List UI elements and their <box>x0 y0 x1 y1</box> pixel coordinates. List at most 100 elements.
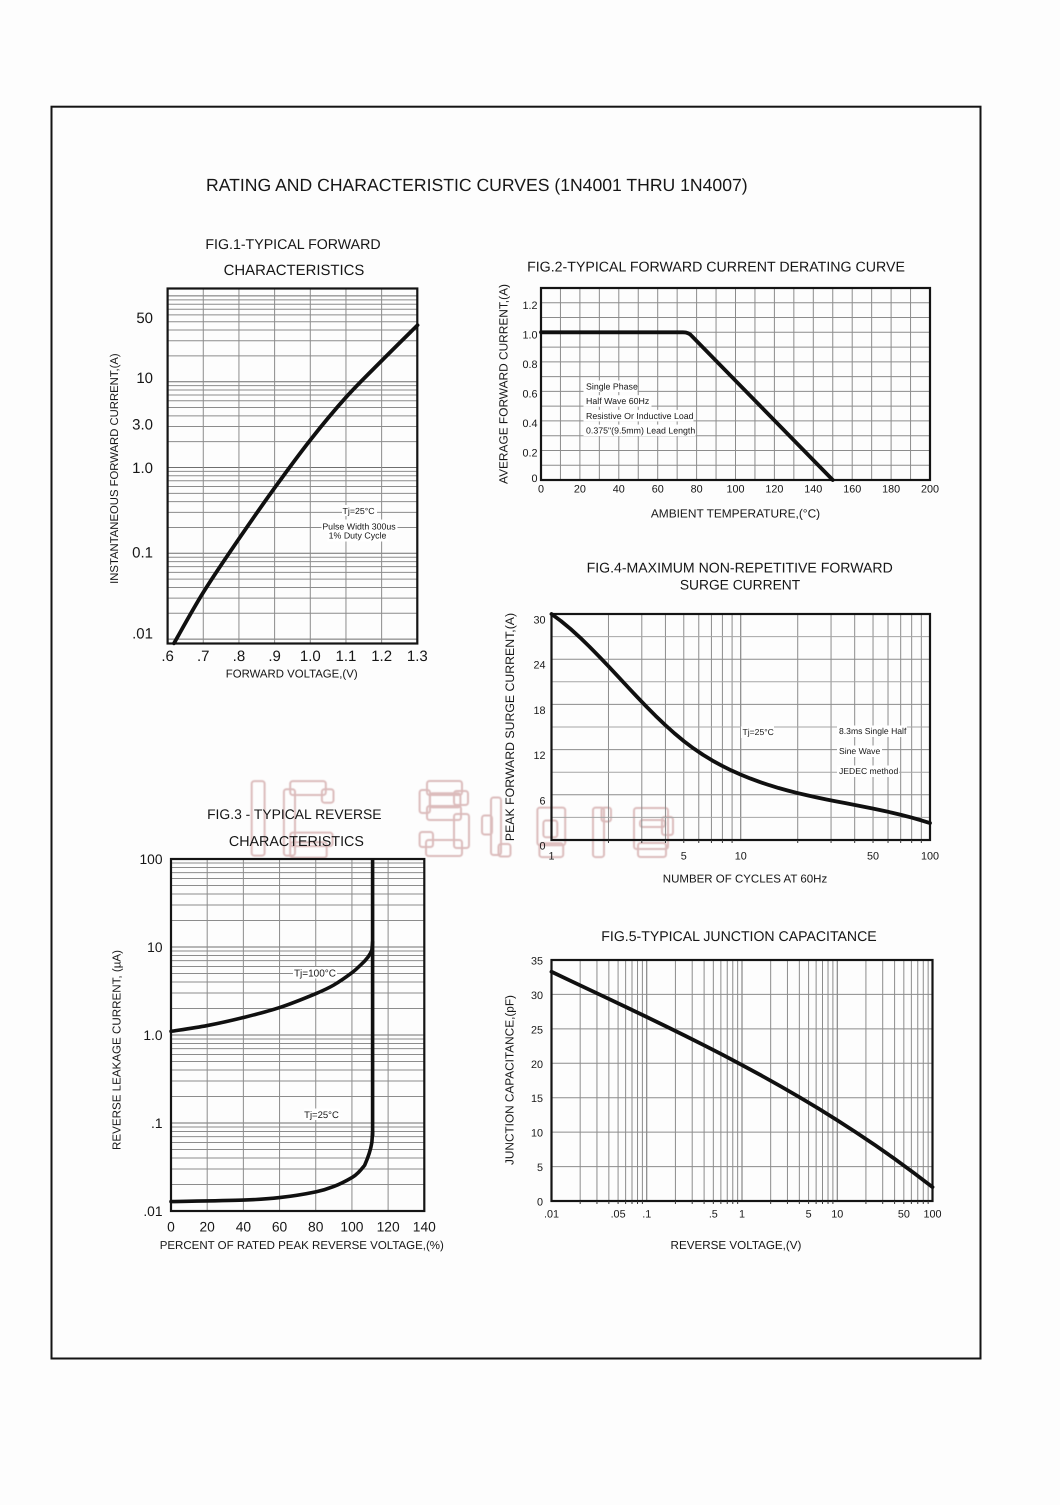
svg-text:0.4: 0.4 <box>522 418 537 430</box>
svg-text:50: 50 <box>898 1208 910 1220</box>
svg-text:1.2: 1.2 <box>522 300 537 312</box>
svg-text:5: 5 <box>806 1208 812 1220</box>
svg-text:100: 100 <box>726 483 744 495</box>
svg-text:0: 0 <box>167 1219 175 1234</box>
svg-text:35: 35 <box>531 956 543 968</box>
svg-text:50: 50 <box>867 850 879 862</box>
svg-text:Half Wave 60Hz: Half Wave 60Hz <box>586 396 649 406</box>
svg-text:40: 40 <box>613 483 625 495</box>
svg-text:140: 140 <box>413 1219 436 1234</box>
svg-text:10: 10 <box>735 850 747 862</box>
svg-text:.6: .6 <box>161 648 174 665</box>
svg-text:12: 12 <box>533 750 545 762</box>
svg-text:50: 50 <box>136 310 153 327</box>
svg-text:140: 140 <box>804 483 822 495</box>
svg-text:20: 20 <box>574 483 586 495</box>
svg-text:.01: .01 <box>544 1208 559 1220</box>
svg-text:1: 1 <box>548 850 554 862</box>
svg-text:3.0: 3.0 <box>132 417 153 434</box>
svg-text:100: 100 <box>923 1208 941 1220</box>
svg-text:10: 10 <box>147 940 163 955</box>
svg-text:0: 0 <box>537 1197 543 1209</box>
svg-text:0: 0 <box>531 473 537 485</box>
svg-text:0.1: 0.1 <box>132 545 153 562</box>
svg-text:0.375"(9.5mm) Lead Length: 0.375"(9.5mm) Lead Length <box>586 426 695 436</box>
svg-text:8.3ms Single Half: 8.3ms Single Half <box>839 726 907 736</box>
svg-text:CHARACTERISTICS: CHARACTERISTICS <box>224 263 365 279</box>
svg-text:Tj=25°C: Tj=25°C <box>304 1110 339 1121</box>
svg-text:10: 10 <box>531 1128 543 1140</box>
svg-text:20: 20 <box>531 1059 543 1071</box>
svg-text:SURGE CURRENT: SURGE CURRENT <box>680 578 801 593</box>
svg-text:.9: .9 <box>268 648 281 665</box>
svg-text:100: 100 <box>340 1219 363 1234</box>
svg-text:RATING AND CHARACTERISTIC CURV: RATING AND CHARACTERISTIC CURVES (1N4001… <box>206 175 748 195</box>
svg-text:60: 60 <box>652 483 664 495</box>
svg-text:.01: .01 <box>132 626 153 643</box>
svg-text:180: 180 <box>882 483 900 495</box>
svg-text:INSTANTANEOUS FORWARD CURRENT,: INSTANTANEOUS FORWARD CURRENT,(A) <box>109 353 121 584</box>
svg-text:0.2: 0.2 <box>522 448 537 460</box>
svg-text:.8: .8 <box>233 648 246 665</box>
svg-text:JUNCTION CAPACITANCE,(pF): JUNCTION CAPACITANCE,(pF) <box>503 995 517 1165</box>
svg-text:Tj=25°C: Tj=25°C <box>743 727 774 737</box>
svg-text:6: 6 <box>539 795 545 807</box>
svg-text:160: 160 <box>843 483 861 495</box>
svg-text:0: 0 <box>539 841 545 853</box>
svg-text:24: 24 <box>533 660 545 672</box>
svg-text:AMBIENT TEMPERATURE,(°C): AMBIENT TEMPERATURE,(°C) <box>651 507 820 521</box>
svg-text:.5: .5 <box>709 1208 718 1220</box>
svg-text:PEAK FORWARD SURGE CURRENT,(A): PEAK FORWARD SURGE CURRENT,(A) <box>503 613 517 841</box>
svg-text:FIG.3 - TYPICAL REVERSE: FIG.3 - TYPICAL REVERSE <box>207 806 381 822</box>
svg-text:1% Duty Cycle: 1% Duty Cycle <box>329 531 387 541</box>
svg-text:1.2: 1.2 <box>371 648 392 665</box>
svg-text:Tj=100°C: Tj=100°C <box>294 968 336 979</box>
svg-text:80: 80 <box>308 1219 324 1234</box>
svg-text:10: 10 <box>136 370 153 387</box>
svg-text:80: 80 <box>691 483 703 495</box>
svg-text:5: 5 <box>537 1162 543 1174</box>
svg-text:.05: .05 <box>611 1208 626 1220</box>
svg-text:1.0: 1.0 <box>132 460 153 477</box>
svg-text:18: 18 <box>533 705 545 717</box>
svg-text:AVERAGE FORWARD CURRENT,(A): AVERAGE FORWARD CURRENT,(A) <box>497 284 511 484</box>
svg-text:CHARACTERISTICS: CHARACTERISTICS <box>229 834 364 850</box>
svg-text:Sine Wave: Sine Wave <box>839 746 880 756</box>
svg-text:.7: .7 <box>197 648 210 665</box>
svg-text:40: 40 <box>236 1219 252 1234</box>
svg-text:FIG.2-TYPICAL FORWARD CURRENT: FIG.2-TYPICAL FORWARD CURRENT DERATING C… <box>527 260 905 276</box>
svg-text:60: 60 <box>272 1219 288 1234</box>
svg-text:Tj=25°C: Tj=25°C <box>343 506 376 516</box>
svg-text:.01: .01 <box>143 1204 162 1219</box>
svg-text:30: 30 <box>531 990 543 1002</box>
svg-text:Pulse Width 300us: Pulse Width 300us <box>322 521 396 531</box>
svg-text:1.3: 1.3 <box>407 648 428 665</box>
svg-text:10: 10 <box>831 1208 843 1220</box>
svg-text:0.6: 0.6 <box>522 389 537 401</box>
svg-text:1: 1 <box>739 1208 745 1220</box>
svg-text:5: 5 <box>681 850 687 862</box>
svg-text:REVERSE VOLTAGE,(V): REVERSE VOLTAGE,(V) <box>671 1239 802 1252</box>
svg-text:25: 25 <box>531 1024 543 1036</box>
svg-text:FORWARD VOLTAGE,(V): FORWARD VOLTAGE,(V) <box>226 669 358 681</box>
svg-text:.1: .1 <box>642 1208 651 1220</box>
svg-text:Resistive Or Inductive Load: Resistive Or Inductive Load <box>586 411 694 421</box>
svg-text:1.0: 1.0 <box>300 648 321 665</box>
svg-text:0.8: 0.8 <box>522 359 537 371</box>
svg-text:FIG.4-MAXIMUM NON-REPETITIVE F: FIG.4-MAXIMUM NON-REPETITIVE FORWARD <box>587 560 893 576</box>
svg-text:30: 30 <box>533 615 545 627</box>
svg-text:1.0: 1.0 <box>522 330 537 342</box>
svg-text:100: 100 <box>139 852 162 867</box>
svg-text:120: 120 <box>377 1219 400 1234</box>
svg-text:PERCENT OF RATED PEAK REVERSE: PERCENT OF RATED PEAK REVERSE VOLTAGE,(%… <box>160 1240 444 1252</box>
svg-text:120: 120 <box>765 483 783 495</box>
svg-text:1.0: 1.0 <box>143 1028 163 1043</box>
svg-text:100: 100 <box>921 850 939 862</box>
svg-text:REVERSE LEAKAGE CURRENT, (µA): REVERSE LEAKAGE CURRENT, (µA) <box>111 950 124 1150</box>
svg-text:JEDEC method: JEDEC method <box>839 766 898 776</box>
svg-text:FIG.5-TYPICAL JUNCTION CAPACIT: FIG.5-TYPICAL JUNCTION CAPACITANCE <box>601 928 876 944</box>
svg-text:FIG.1-TYPICAL FORWARD: FIG.1-TYPICAL FORWARD <box>205 237 380 253</box>
svg-text:1.1: 1.1 <box>336 648 357 665</box>
svg-text:0: 0 <box>538 483 544 495</box>
svg-text:Single Phase: Single Phase <box>586 381 638 391</box>
